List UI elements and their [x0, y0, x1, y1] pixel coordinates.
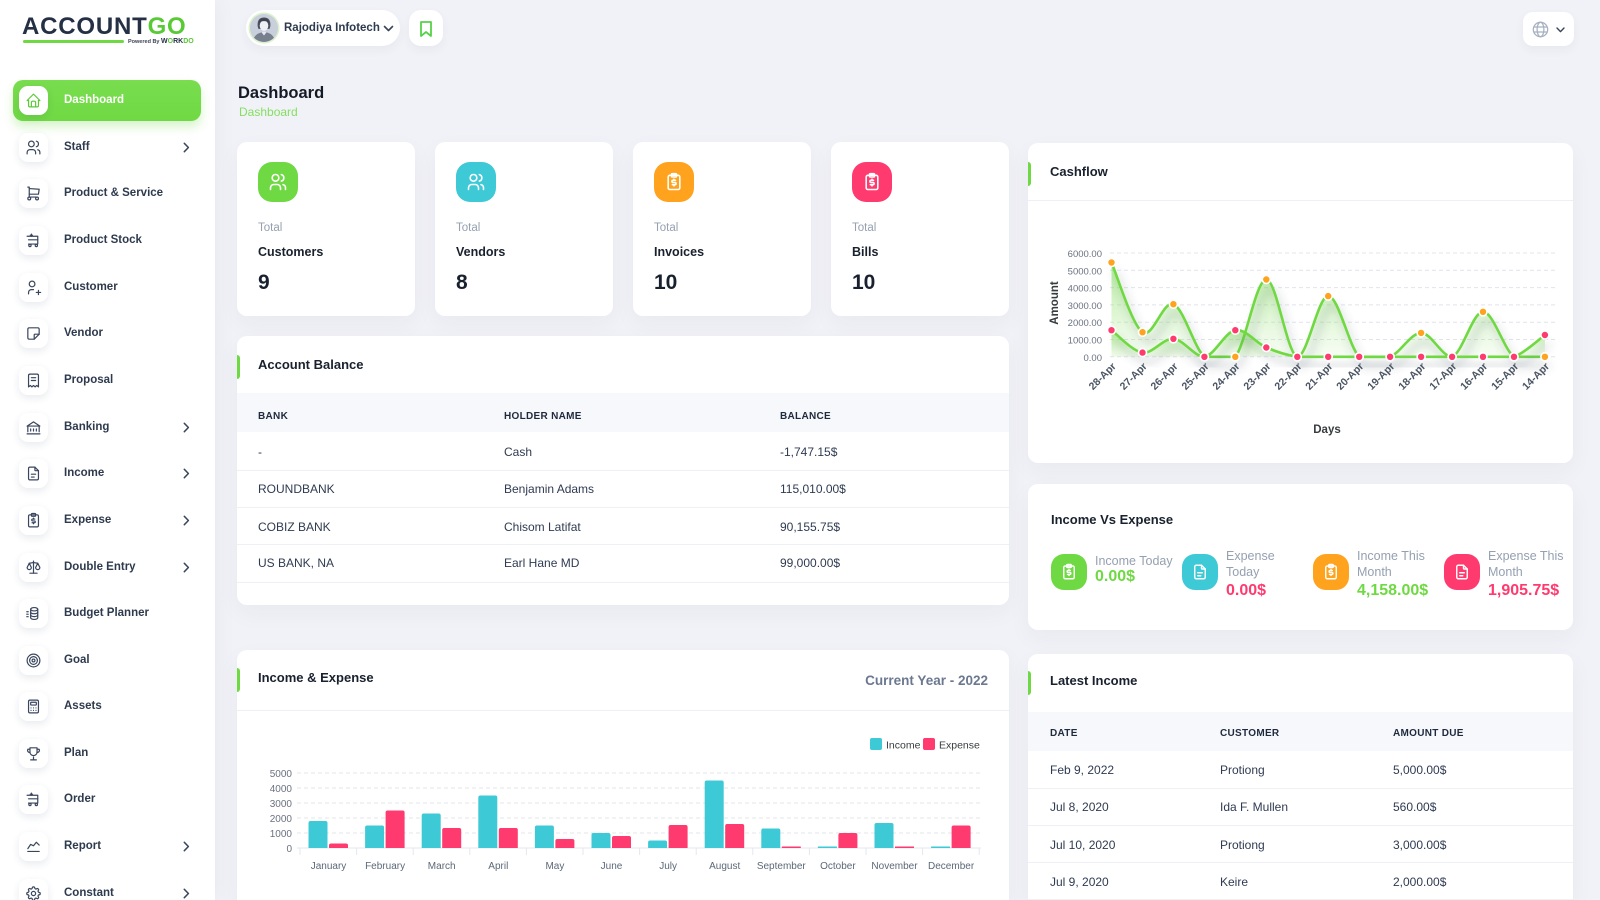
- svg-text:Days: Days: [1313, 424, 1341, 436]
- svg-text:19-Apr: 19-Apr: [1365, 361, 1397, 393]
- svg-text:20-Apr: 20-Apr: [1334, 361, 1366, 393]
- svg-text:17-Apr: 17-Apr: [1427, 361, 1459, 393]
- svg-text:3000: 3000: [270, 799, 293, 810]
- svg-text:2000.00: 2000.00: [1068, 318, 1102, 329]
- svg-text:6000.00: 6000.00: [1068, 249, 1102, 260]
- svg-text:April: April: [488, 861, 508, 872]
- svg-text:14-Apr: 14-Apr: [1520, 361, 1552, 393]
- svg-text:3000.00: 3000.00: [1068, 301, 1102, 312]
- svg-text:15-Apr: 15-Apr: [1489, 361, 1521, 393]
- svg-text:December: December: [928, 861, 975, 872]
- svg-text:January: January: [311, 861, 347, 872]
- svg-text:18-Apr: 18-Apr: [1396, 361, 1428, 393]
- svg-text:24-Apr: 24-Apr: [1210, 361, 1242, 393]
- svg-text:August: August: [709, 861, 740, 872]
- svg-text:25-Apr: 25-Apr: [1180, 361, 1212, 393]
- svg-text:September: September: [757, 861, 807, 872]
- svg-text:February: February: [365, 861, 405, 872]
- svg-text:5000.00: 5000.00: [1068, 266, 1102, 277]
- svg-text:March: March: [428, 861, 456, 872]
- svg-text:4000.00: 4000.00: [1068, 284, 1102, 295]
- svg-text:1000.00: 1000.00: [1068, 336, 1102, 347]
- svg-text:4000: 4000: [270, 784, 293, 795]
- svg-text:23-Apr: 23-Apr: [1241, 361, 1273, 393]
- svg-text:May: May: [545, 861, 564, 872]
- svg-text:October: October: [820, 861, 856, 872]
- svg-text:June: June: [601, 861, 623, 872]
- svg-text:1000: 1000: [270, 829, 293, 840]
- svg-text:July: July: [659, 861, 677, 872]
- svg-text:26-Apr: 26-Apr: [1149, 361, 1181, 393]
- svg-text:Expense: Expense: [939, 740, 980, 752]
- svg-text:5000: 5000: [270, 769, 293, 780]
- svg-text:16-Apr: 16-Apr: [1458, 361, 1490, 393]
- svg-text:Amount: Amount: [1049, 281, 1061, 325]
- svg-text:21-Apr: 21-Apr: [1303, 361, 1335, 393]
- svg-text:28-Apr: 28-Apr: [1087, 361, 1119, 393]
- svg-text:Income: Income: [886, 740, 921, 752]
- svg-text:2000: 2000: [270, 814, 293, 825]
- svg-text:0: 0: [286, 844, 292, 855]
- svg-text:November: November: [871, 861, 918, 872]
- svg-text:22-Apr: 22-Apr: [1272, 361, 1304, 393]
- svg-text:0.00: 0.00: [1084, 353, 1103, 364]
- svg-text:27-Apr: 27-Apr: [1118, 361, 1150, 393]
